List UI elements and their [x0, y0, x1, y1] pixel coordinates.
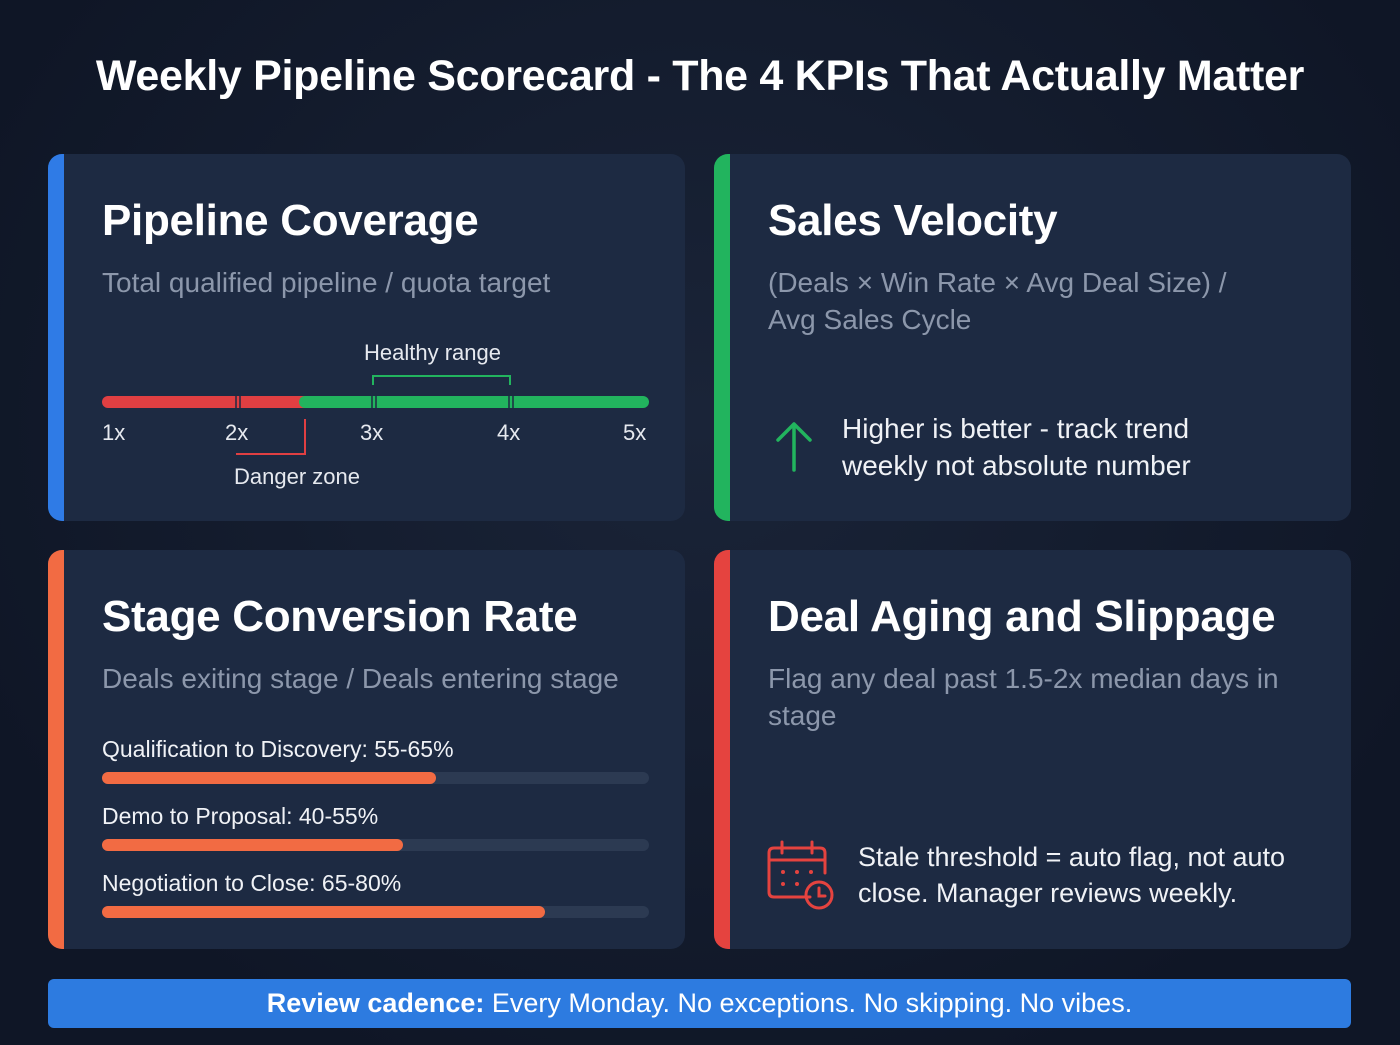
aging-note: Stale threshold = auto flag, not auto cl… [858, 842, 1286, 908]
velocity-note: Higher is better - track trend weekly no… [842, 413, 1191, 481]
card-title: Pipeline Coverage [102, 196, 479, 245]
banner-text: Every Monday. No exceptions. No skipping… [484, 988, 1133, 1018]
banner-label: Review cadence: [266, 988, 485, 1018]
accent-bar [48, 154, 64, 521]
card-title: Deal Aging and Slippage [768, 592, 1276, 641]
tick-label: 3x [360, 420, 384, 445]
danger-zone-label: Danger zone [234, 464, 360, 489]
accent-bar [714, 154, 730, 521]
card-subtitle: Total qualified pipeline / quota target [102, 267, 551, 298]
coverage-scale [102, 375, 649, 455]
review-cadence-banner: Review cadence: Every Monday. No excepti… [48, 979, 1351, 1028]
danger-zone-bracket [236, 419, 306, 455]
stage-label: Negotiation to Close: 65-80% [102, 870, 402, 896]
page-title: Weekly Pipeline Scorecard - The 4 KPIs T… [95, 52, 1305, 100]
accent-bar [714, 550, 730, 949]
healthy-range-label: Healthy range [364, 340, 501, 365]
card-deal-aging: Deal Aging and Slippage Flag any deal pa… [714, 550, 1351, 949]
tick-label: 5x [623, 420, 647, 445]
healthy-range-bracket [372, 375, 511, 385]
card-subtitle: Flag any deal past 1.5-2x median days in… [768, 663, 1279, 731]
stage-progress-fill [102, 839, 403, 851]
card-stage-conversion: Stage Conversion Rate Deals exiting stag… [48, 550, 685, 949]
stage-progress-fill [102, 772, 436, 784]
accent-bar [48, 550, 64, 949]
stage-label: Qualification to Discovery: 55-65% [102, 736, 454, 762]
stage-progress-bar [102, 839, 649, 851]
card-subtitle: (Deals × Win Rate × Avg Deal Size) / Avg… [768, 267, 1227, 335]
arrow-up-icon [776, 422, 812, 472]
card-subtitle: Deals exiting stage / Deals entering sta… [102, 663, 619, 694]
tick-label: 2x [225, 420, 249, 445]
stage-progress-bar [102, 906, 649, 918]
tick-label: 1x [102, 420, 126, 445]
stage-progress-fill [102, 906, 546, 918]
card-pipeline-coverage: Pipeline Coverage Total qualified pipeli… [48, 154, 685, 521]
calendar-clock-icon [767, 840, 834, 910]
tick-marks [235, 395, 514, 409]
stage-progress-bar [102, 772, 649, 784]
stage-label: Demo to Proposal: 40-55% [102, 803, 379, 829]
card-sales-velocity: Sales Velocity (Deals × Win Rate × Avg D… [714, 154, 1351, 521]
card-title: Stage Conversion Rate [102, 592, 578, 641]
card-title: Sales Velocity [768, 196, 1058, 245]
tick-label: 4x [497, 420, 521, 445]
